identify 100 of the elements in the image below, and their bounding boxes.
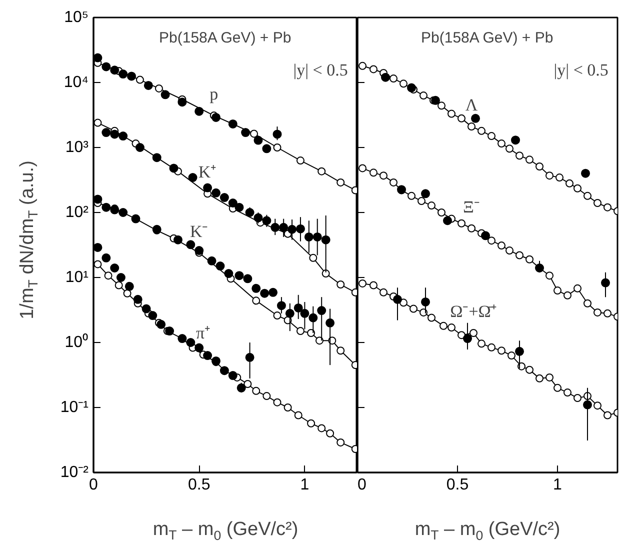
point bbox=[284, 404, 292, 412]
point bbox=[421, 297, 430, 306]
point bbox=[118, 208, 128, 217]
point bbox=[294, 411, 302, 420]
point bbox=[358, 62, 366, 70]
point bbox=[104, 272, 112, 280]
point bbox=[207, 256, 216, 266]
point bbox=[358, 164, 366, 172]
y-tick-label: 10⁻² bbox=[60, 464, 90, 481]
point bbox=[321, 235, 330, 244]
point bbox=[244, 380, 252, 388]
x-tick-label: 1 bbox=[553, 476, 562, 494]
point bbox=[273, 144, 282, 152]
point bbox=[336, 346, 345, 355]
point bbox=[407, 83, 416, 92]
point bbox=[574, 284, 582, 292]
point bbox=[506, 246, 514, 255]
annotation: p bbox=[210, 84, 218, 104]
point bbox=[285, 308, 294, 318]
annotation: Ξ⁻ bbox=[463, 197, 480, 216]
point bbox=[110, 130, 120, 139]
x-tick-label: 0.5 bbox=[446, 476, 469, 494]
point bbox=[102, 253, 111, 262]
point bbox=[245, 352, 254, 362]
point bbox=[312, 232, 322, 242]
point bbox=[410, 304, 418, 313]
point bbox=[194, 246, 204, 256]
point bbox=[458, 114, 466, 122]
point bbox=[178, 98, 187, 107]
point bbox=[102, 62, 111, 72]
point bbox=[554, 286, 562, 295]
point bbox=[418, 197, 426, 206]
point bbox=[574, 394, 582, 402]
point bbox=[203, 351, 212, 360]
point bbox=[102, 128, 111, 138]
point bbox=[546, 272, 554, 280]
point bbox=[601, 278, 610, 288]
point bbox=[478, 126, 486, 135]
point bbox=[438, 208, 446, 216]
point bbox=[309, 254, 318, 262]
point bbox=[243, 274, 252, 284]
point bbox=[498, 242, 506, 250]
point bbox=[488, 236, 496, 245]
point bbox=[186, 240, 196, 250]
point bbox=[317, 306, 326, 316]
point bbox=[428, 202, 436, 210]
point bbox=[308, 313, 318, 322]
annotation: |y| < 0.5 bbox=[554, 60, 608, 80]
text: Pb(158A GeV) + Pb bbox=[159, 29, 292, 46]
point bbox=[604, 411, 612, 420]
point bbox=[156, 320, 166, 329]
point bbox=[110, 264, 120, 272]
point bbox=[133, 294, 142, 304]
point bbox=[546, 373, 554, 382]
point bbox=[536, 162, 544, 170]
point bbox=[318, 424, 326, 432]
point bbox=[322, 270, 330, 278]
point bbox=[148, 311, 158, 320]
point bbox=[136, 76, 144, 84]
point bbox=[463, 334, 472, 344]
point bbox=[252, 386, 260, 395]
point bbox=[515, 346, 524, 356]
point bbox=[554, 384, 562, 392]
point bbox=[526, 366, 534, 374]
point bbox=[526, 255, 534, 264]
point bbox=[428, 314, 436, 322]
point bbox=[94, 194, 102, 204]
point bbox=[516, 251, 524, 260]
point bbox=[488, 132, 496, 140]
point bbox=[508, 352, 516, 360]
point bbox=[481, 231, 490, 240]
point bbox=[296, 224, 305, 234]
point bbox=[241, 128, 250, 138]
y-tick-label: 10⁰ bbox=[64, 333, 88, 351]
point bbox=[584, 192, 592, 200]
point bbox=[336, 438, 345, 446]
point bbox=[228, 198, 238, 208]
point bbox=[594, 308, 602, 316]
point bbox=[270, 222, 280, 232]
point bbox=[262, 392, 271, 400]
point bbox=[228, 371, 238, 380]
point bbox=[390, 178, 398, 186]
point bbox=[478, 340, 486, 348]
point bbox=[390, 74, 398, 83]
point bbox=[583, 400, 592, 410]
point bbox=[114, 281, 123, 290]
point bbox=[94, 242, 102, 252]
annotation: K⁺ bbox=[198, 162, 217, 182]
annotation: K⁻ bbox=[190, 222, 208, 241]
point bbox=[443, 216, 452, 226]
point bbox=[421, 189, 430, 198]
point bbox=[370, 65, 378, 74]
point bbox=[216, 262, 225, 271]
point bbox=[252, 284, 261, 293]
point bbox=[604, 309, 612, 318]
point bbox=[470, 329, 478, 337]
annotation: |y| < 0.5 bbox=[293, 60, 348, 80]
point bbox=[110, 66, 120, 75]
point bbox=[358, 279, 366, 288]
point bbox=[546, 172, 554, 180]
